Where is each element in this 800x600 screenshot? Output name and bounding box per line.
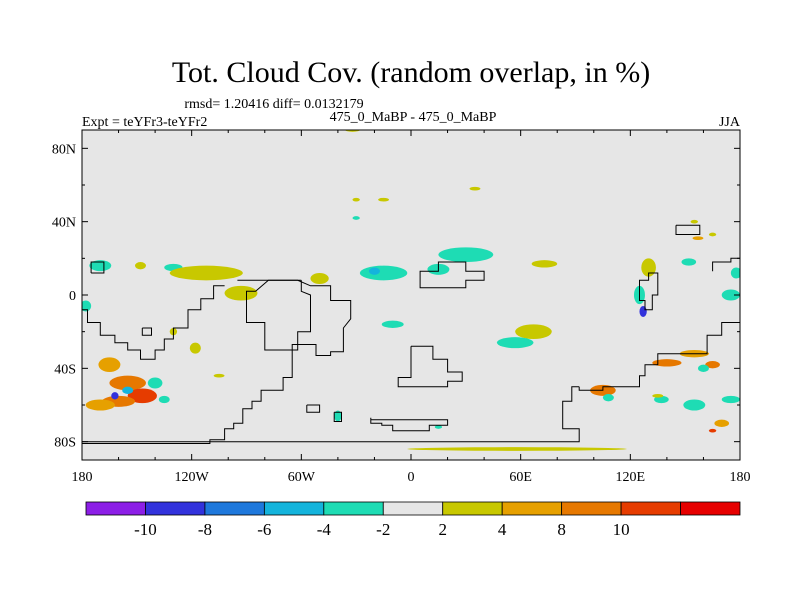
anomaly-patch xyxy=(603,394,614,401)
colorbar-swatch xyxy=(264,502,323,515)
chart-title: Tot. Cloud Cov. (random overlap, in %) xyxy=(172,56,650,89)
anomaly-patch xyxy=(369,268,380,275)
colorbar-label: 8 xyxy=(557,520,566,539)
anomaly-patch xyxy=(438,247,493,262)
colorbar-label: 2 xyxy=(438,520,447,539)
colorbar-label: 10 xyxy=(613,520,630,539)
anomaly-patch xyxy=(682,258,697,265)
x-tick-label: 180 xyxy=(72,470,93,485)
anomaly-patch xyxy=(709,233,716,237)
anomaly-patch xyxy=(353,216,360,220)
y-tick-label: 0 xyxy=(69,289,76,304)
y-tick-label: 80N xyxy=(52,142,76,157)
colorbar: -10 -8 -6 -4 -2 2 4 8 10 xyxy=(86,502,740,539)
anomaly-patch xyxy=(407,447,626,451)
anomaly-patch xyxy=(353,198,360,202)
colorbar-swatch xyxy=(621,502,680,515)
colorbar-label: -10 xyxy=(134,520,157,539)
anomaly-patch xyxy=(378,198,389,202)
anomaly-patch xyxy=(111,392,118,399)
colorbar-swatch xyxy=(145,502,204,515)
x-tick-label: 180 xyxy=(730,470,751,485)
anomaly-patch xyxy=(652,394,663,398)
y-tick-label: 80S xyxy=(54,436,76,451)
colorbar-swatch xyxy=(86,502,145,515)
anomaly-patch xyxy=(360,266,408,281)
colorbar-swatch xyxy=(205,502,264,515)
anomaly-patch xyxy=(469,187,480,191)
period-label: 475_0_MaBP - 475_0_MaBP xyxy=(330,110,497,125)
anomaly-patch xyxy=(709,429,716,433)
anomaly-patch xyxy=(435,425,442,429)
experiment-label: Expt = teYFr3-teYFr2 xyxy=(82,115,207,130)
colorbar-swatch xyxy=(562,502,621,515)
anomaly-patch xyxy=(698,365,709,372)
colorbar-swatch xyxy=(681,502,740,515)
anomaly-patch xyxy=(310,273,328,284)
y-tick-label: 40N xyxy=(52,216,76,231)
colorbar-label: 4 xyxy=(498,520,507,539)
anomaly-patch xyxy=(652,359,681,366)
anomaly-patch xyxy=(722,396,740,403)
anomaly-patch xyxy=(135,262,146,269)
anomaly-patch xyxy=(714,420,729,427)
anomaly-patch xyxy=(639,306,646,317)
x-tick-label: 60E xyxy=(509,470,532,485)
x-tick-label: 0 xyxy=(408,470,415,485)
anomaly-patch xyxy=(683,400,705,411)
x-tick-label: 120E xyxy=(616,470,646,485)
season-label: JJA xyxy=(719,115,741,130)
anomaly-patch xyxy=(170,266,243,281)
anomaly-patch xyxy=(515,324,552,339)
anomaly-patch xyxy=(122,387,133,394)
anomaly-patch xyxy=(382,321,404,328)
anomaly-patch xyxy=(532,260,558,267)
colorbar-label: -8 xyxy=(198,520,212,539)
anomaly-patch xyxy=(497,337,534,348)
anomaly-patch xyxy=(225,286,258,301)
x-tick-label: 60W xyxy=(288,470,316,485)
chart-figure: Tot. Cloud Cov. (random overlap, in %) r… xyxy=(0,0,800,600)
colorbar-swatch xyxy=(502,502,561,515)
colorbar-label: -2 xyxy=(376,520,390,539)
anomaly-patch xyxy=(86,400,115,411)
colorbar-swatch xyxy=(324,502,383,515)
anomaly-patch xyxy=(159,396,170,403)
anomaly-patch xyxy=(214,374,225,378)
anomaly-patch xyxy=(148,378,163,389)
anomaly-patch xyxy=(98,357,120,372)
colorbar-label: -6 xyxy=(257,520,271,539)
y-tick-label: 40S xyxy=(54,362,76,377)
colorbar-swatch xyxy=(383,502,442,515)
anomaly-patch xyxy=(692,236,703,240)
x-tick-label: 120W xyxy=(175,470,210,485)
colorbar-swatch xyxy=(443,502,502,515)
anomaly-patch xyxy=(190,343,201,354)
colorbar-label: -4 xyxy=(317,520,332,539)
anomaly-patch xyxy=(691,220,698,224)
